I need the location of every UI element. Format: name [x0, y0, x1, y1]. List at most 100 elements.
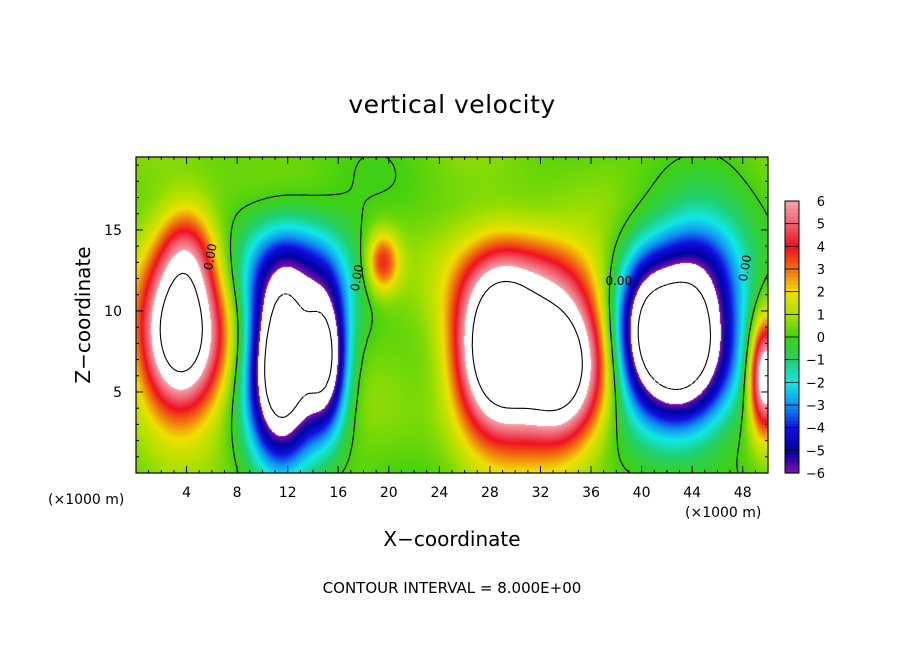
x-tick-label: 12	[279, 485, 297, 501]
colorbar-segment	[785, 303, 799, 308]
heatmap-canvas-wrap	[136, 157, 768, 473]
colorbar-segment	[785, 442, 799, 448]
x-tick-label: 20	[380, 485, 398, 501]
x-tick-label: 16	[329, 485, 347, 501]
colorbar-segment	[785, 427, 799, 433]
colorbar-tick-label: −3	[806, 399, 825, 414]
colorbar-segment	[785, 231, 799, 236]
colorbar-segment	[785, 355, 799, 361]
colorbar-segment	[785, 393, 799, 399]
colorbar-segment	[785, 363, 799, 368]
colorbar-segment	[785, 246, 799, 251]
colorbar-segment	[785, 204, 799, 210]
colorbar-segment	[785, 420, 799, 425]
colorbar-tick-label: −4	[806, 422, 825, 437]
colorbar-segment	[785, 265, 799, 270]
colorbar-segment	[785, 333, 799, 338]
colorbar-tick-label: −5	[806, 444, 825, 459]
colorbar-tick-label: 3	[817, 263, 825, 278]
colorbar-segment	[785, 401, 799, 406]
colorbar-tick-label: −2	[806, 376, 825, 391]
contour-positive-8	[159, 272, 583, 412]
x-axis-ticks: 4 8 12 16 20 24 28 32 36 40 44 48	[148, 157, 756, 501]
colorbar-segment	[785, 378, 799, 383]
colorbar-tick-label: 6	[817, 195, 825, 210]
contour-lines	[159, 156, 769, 474]
colorbar-segment	[785, 454, 799, 459]
x-axis-label: X−coordinate	[383, 527, 520, 551]
contour-labels: 0.00 0.00 0.00 0.00	[201, 242, 754, 292]
colorbar-segment	[785, 367, 799, 372]
y-axis-label: Z−coordinate	[71, 246, 95, 383]
colorbar-segment	[785, 450, 799, 455]
colorbar-segment	[785, 461, 799, 467]
chart-title: vertical velocity	[348, 90, 555, 119]
colorbar-segment	[785, 465, 799, 470]
colorbar-segment	[785, 386, 799, 391]
y-tick-label: 10	[104, 304, 122, 320]
colorbar-segment	[785, 227, 799, 232]
colorbar-segment	[785, 337, 799, 342]
contour-label: 0.00	[736, 254, 754, 283]
colorbar-segment	[785, 295, 799, 300]
colorbar-segment	[785, 208, 799, 213]
x-tick-label: 40	[633, 485, 651, 501]
colorbar-segment	[785, 201, 799, 206]
colorbar-segment	[785, 431, 799, 436]
colorbar-segment	[785, 469, 799, 474]
colorbar-segment	[785, 352, 799, 357]
contour-label: 0.00	[605, 274, 632, 288]
colorbar-segment	[785, 318, 799, 323]
y-tick-label: 5	[113, 385, 122, 401]
colorbar-segment	[785, 371, 799, 376]
colorbar-segment	[785, 325, 799, 331]
contour-negative-8	[264, 281, 712, 418]
colorbar-segment	[785, 423, 799, 429]
y-axis-ticks: 5 10 15	[104, 164, 768, 458]
colorbar-segment	[785, 412, 799, 417]
colorbar-segment	[785, 276, 799, 281]
colorbar-tick-label: −6	[806, 467, 825, 482]
colorbar-segment	[785, 242, 799, 247]
colorbar-segment	[785, 348, 799, 353]
x-tick-label: 4	[182, 485, 191, 501]
y-tick-label: 15	[104, 223, 122, 239]
colorbar-segment	[785, 340, 799, 346]
colorbar-segment	[785, 382, 799, 387]
colorbar-segment	[785, 291, 799, 297]
colorbar-tick-label: 5	[817, 218, 825, 233]
colorbar-tick-label: 4	[817, 240, 825, 255]
colorbar-segment	[785, 314, 799, 319]
colorbar-segment	[785, 280, 799, 285]
colorbar-segment	[785, 250, 799, 255]
colorbar-segment	[785, 287, 799, 293]
colorbar-segment	[785, 269, 799, 274]
colorbar-segment	[785, 299, 799, 304]
contour-zero	[229, 156, 769, 474]
colorbar-segment	[785, 306, 799, 312]
colorbar-segment	[785, 446, 799, 451]
colorbar-segment	[785, 257, 799, 263]
x-tick-label: 32	[532, 485, 550, 501]
colorbar-segment	[785, 321, 799, 327]
colorbar-segment	[785, 284, 799, 289]
colorbar-segment	[785, 359, 799, 365]
colorbar-segment	[785, 389, 799, 395]
colorbar-segment	[785, 374, 799, 380]
colorbar-segment	[785, 310, 799, 315]
x-unit-left: (×1000 m)	[48, 492, 124, 508]
colorbar-segment	[785, 219, 799, 225]
colorbar-segment	[785, 344, 799, 349]
colorbar-segment	[785, 212, 799, 217]
contour-label: 0.00	[201, 242, 219, 271]
colorbar-segment	[785, 397, 799, 402]
colorbar-segment	[785, 416, 799, 421]
colorbar-tick-label: −1	[806, 354, 825, 369]
x-tick-label: 28	[481, 485, 499, 501]
x-tick-label: 48	[734, 485, 752, 501]
colorbar-segment	[785, 272, 799, 278]
colorbar-segment	[785, 261, 799, 266]
colorbar-segment	[785, 223, 799, 229]
colorbar-segment	[785, 238, 799, 244]
colorbar-segment	[785, 216, 799, 221]
